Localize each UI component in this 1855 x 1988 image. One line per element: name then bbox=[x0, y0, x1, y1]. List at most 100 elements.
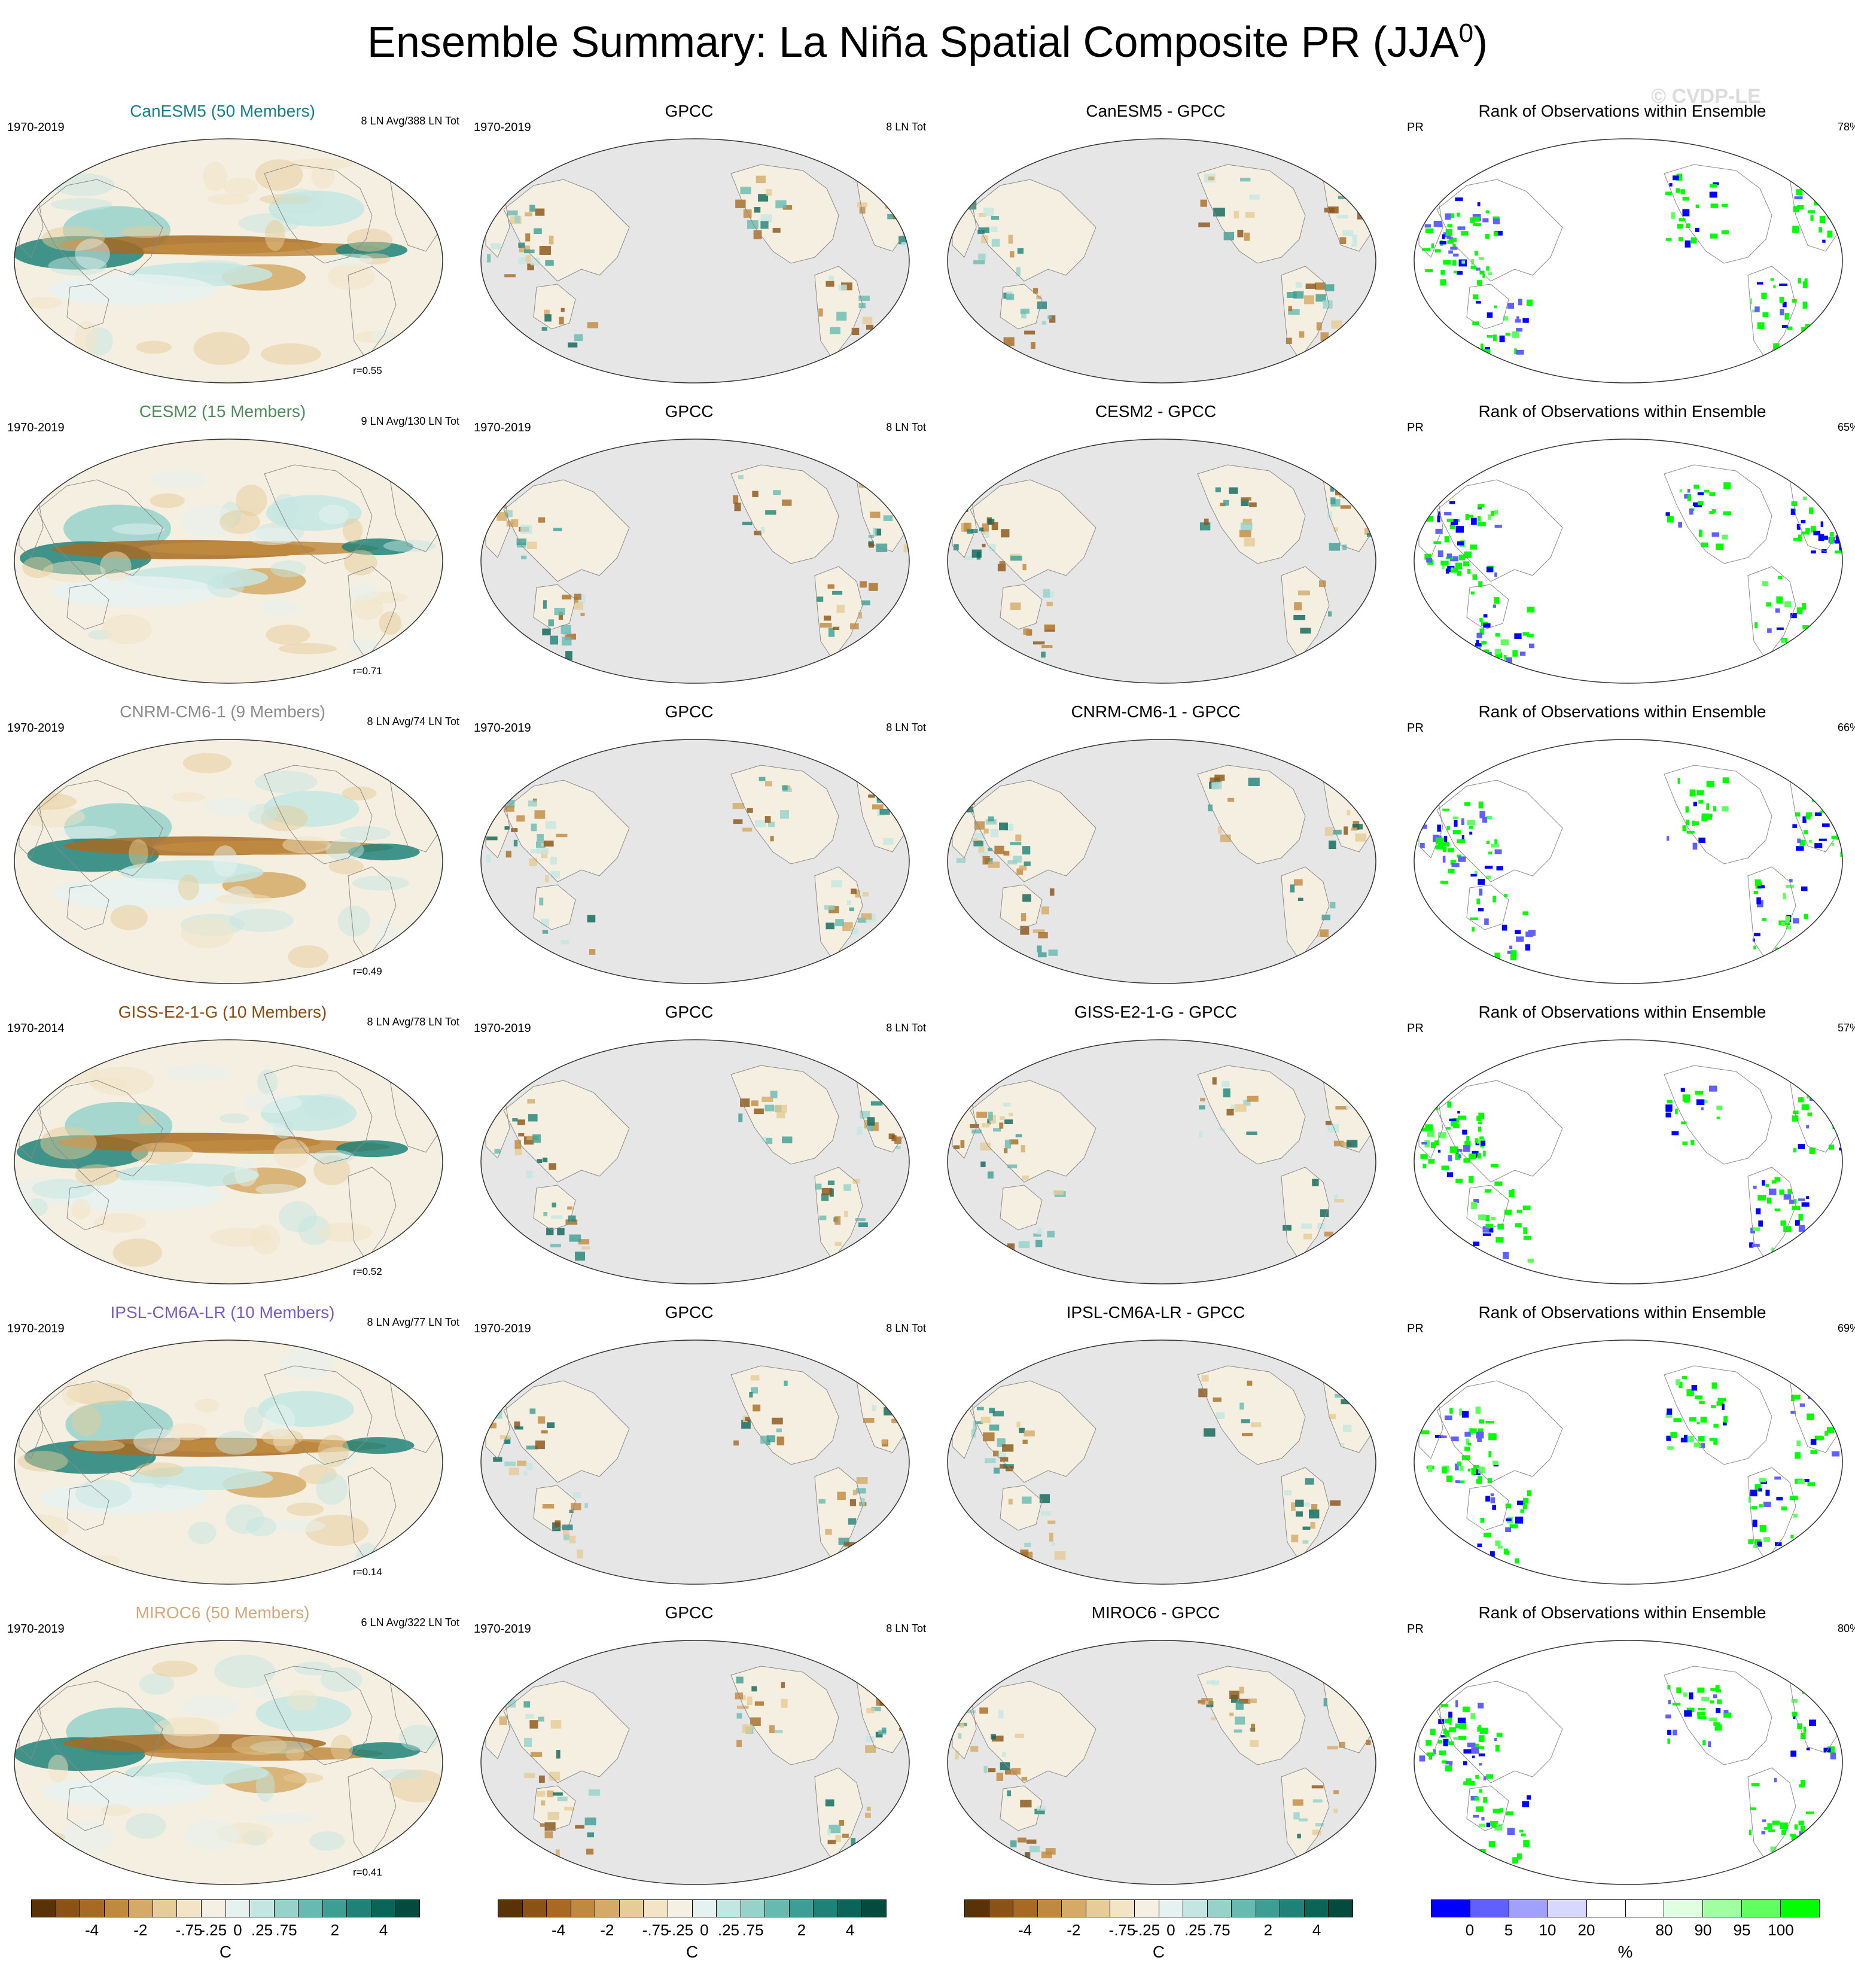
rank-percent: 78% bbox=[1837, 121, 1855, 133]
diff-panel: CNRM-CM6-1 - GPCC bbox=[940, 702, 1395, 1001]
period-label: 1970-2019 bbox=[474, 721, 531, 735]
colorbar-swatch bbox=[571, 1900, 596, 1917]
difference-title: MIROC6 - GPCC bbox=[1091, 1603, 1220, 1622]
colorbar-swatch bbox=[741, 1900, 766, 1917]
period-label: 1970-2019 bbox=[7, 421, 65, 434]
rank-panel: Rank of Observations within Ensemble PR 69… bbox=[1407, 1303, 1855, 1602]
obs-panel: GPCC 1970-2019 8 LN Tot bbox=[474, 1303, 928, 1602]
colorbar-swatch bbox=[1110, 1900, 1135, 1917]
obs-composite-map bbox=[480, 739, 910, 984]
rank-percent: 80% bbox=[1837, 1622, 1855, 1634]
variable-label: PR bbox=[1407, 1022, 1424, 1035]
model-title: IPSL-CM6A-LR (10 Members) bbox=[110, 1303, 335, 1322]
pattern-correlation: r=0.41 bbox=[353, 1867, 382, 1878]
model-composite-map bbox=[14, 138, 443, 383]
model-composite-map bbox=[14, 739, 443, 984]
colorbar-swatch bbox=[814, 1900, 838, 1917]
rank-title: Rank of Observations within Ensemble bbox=[1478, 1603, 1766, 1622]
rank-map bbox=[1414, 1339, 1843, 1585]
colorbar-swatch bbox=[298, 1900, 323, 1917]
model-composite-map bbox=[14, 439, 443, 684]
colorbar-unit: % bbox=[1618, 1943, 1633, 1961]
la-nina-count: 8 LN Tot bbox=[886, 1622, 926, 1634]
colorbar-swatch bbox=[226, 1900, 251, 1917]
colorbar-tick-label: -2 bbox=[600, 1921, 614, 1939]
colorbar-swatch bbox=[522, 1900, 547, 1917]
colorbar-swatch bbox=[250, 1900, 275, 1917]
colorbar-swatch bbox=[965, 1900, 989, 1917]
la-nina-count: 8 LN Avg/77 LN Tot bbox=[367, 1316, 459, 1328]
model-panel: CNRM-CM6-1 (9 Members) 1970-2019 8 LN Avg/… bbox=[7, 702, 462, 1001]
colorbar-swatch bbox=[1781, 1900, 1820, 1917]
colorbar-tick-label: -4 bbox=[1018, 1921, 1032, 1939]
watermark: © CVDP-LE bbox=[1651, 85, 1761, 108]
rank-map bbox=[1414, 439, 1843, 684]
colorbar-swatch bbox=[1329, 1900, 1353, 1917]
difference-map bbox=[947, 1640, 1376, 1885]
colorbar-unit: C bbox=[219, 1943, 232, 1961]
rank-map bbox=[1414, 739, 1843, 984]
rank-map bbox=[1414, 1640, 1843, 1885]
colorbar-tick-label: -.25 bbox=[1133, 1921, 1160, 1939]
period-label: 1970-2019 bbox=[474, 1022, 531, 1035]
rank-percent: 57% bbox=[1837, 1022, 1855, 1034]
colorbar-swatch bbox=[1086, 1900, 1111, 1917]
colorbar-tick-label: 10 bbox=[1539, 1921, 1557, 1939]
colorbar-tick-label: 2 bbox=[1263, 1921, 1273, 1939]
obs-composite-map bbox=[480, 1640, 910, 1885]
difference-title: IPSL-CM6A-LR - GPCC bbox=[1066, 1303, 1245, 1322]
period-label: 1970-2019 bbox=[474, 1622, 531, 1636]
colorbar-swatch bbox=[1232, 1900, 1256, 1917]
period-label: 1970-2019 bbox=[7, 721, 65, 735]
pattern-correlation: r=0.14 bbox=[353, 1566, 382, 1578]
obs-panel: GPCC 1970-2019 8 LN Tot bbox=[474, 702, 928, 1001]
colorbar-swatch bbox=[153, 1900, 178, 1917]
variable-label: PR bbox=[1407, 1622, 1424, 1636]
pattern-correlation: r=0.71 bbox=[353, 665, 382, 677]
obs-panel: GPCC 1970-2019 8 LN Tot bbox=[474, 102, 928, 401]
obs-title: GPCC bbox=[665, 1003, 714, 1021]
colorbar-tick-label: 20 bbox=[1577, 1921, 1595, 1939]
precip-colorbar: -4 -2 -.75 -.25 0 .25.75 2 4 C bbox=[31, 1899, 426, 1971]
colorbar-tick-label: 100 bbox=[1768, 1921, 1794, 1939]
colorbar-tick-label: .25 bbox=[717, 1921, 740, 1939]
difference-map bbox=[947, 739, 1376, 984]
colorbar-swatch bbox=[837, 1900, 863, 1917]
obs-composite-map bbox=[480, 1039, 910, 1284]
rank-panel: Rank of Observations within Ensemble PR 57… bbox=[1407, 1003, 1855, 1302]
model-title: CanESM5 (50 Members) bbox=[130, 102, 315, 120]
rank-title: Rank of Observations within Ensemble bbox=[1478, 1303, 1766, 1322]
colorbar-tick-label: .75 bbox=[275, 1921, 297, 1939]
colorbar-swatch bbox=[56, 1900, 81, 1917]
colorbar-tick-label: .25 bbox=[251, 1921, 273, 1939]
period-label: 1970-2019 bbox=[474, 121, 531, 134]
colorbar-tick-label: -2 bbox=[1067, 1921, 1081, 1939]
difference-title: CESM2 - GPCC bbox=[1095, 402, 1217, 421]
colorbar-swatch bbox=[1470, 1900, 1509, 1917]
colorbar-tick-label: .75 bbox=[1208, 1921, 1230, 1939]
rank-panel: Rank of Observations within Ensemble PR 80… bbox=[1407, 1603, 1855, 1902]
colorbar-tick-label: 2 bbox=[330, 1921, 340, 1939]
colorbar-swatch bbox=[1548, 1900, 1587, 1917]
colorbar-swatch bbox=[1037, 1900, 1062, 1917]
colorbar-swatch bbox=[498, 1900, 523, 1917]
colorbar-tick-label: .75 bbox=[742, 1921, 764, 1939]
colorbar-tick-label: -.75 bbox=[1108, 1921, 1136, 1939]
colorbar-swatch bbox=[595, 1900, 620, 1917]
period-label: 1970-2019 bbox=[7, 1622, 65, 1636]
colorbar-swatch bbox=[1062, 1900, 1086, 1917]
colorbar-tick-label: -4 bbox=[552, 1921, 566, 1939]
obs-title: GPCC bbox=[665, 1303, 714, 1322]
model-title: CNRM-CM6-1 (9 Members) bbox=[120, 702, 325, 721]
colorbar-swatch bbox=[1664, 1900, 1704, 1917]
rank-panel: Rank of Observations within Ensemble PR 65… bbox=[1407, 402, 1855, 701]
colorbar-swatch bbox=[1134, 1900, 1159, 1917]
rank-title: Rank of Observations within Ensemble bbox=[1478, 402, 1766, 421]
colorbar-swatch bbox=[619, 1900, 644, 1917]
obs-panel: GPCC 1970-2019 8 LN Tot bbox=[474, 1003, 928, 1302]
colorbar-tick-label: 4 bbox=[1312, 1921, 1321, 1939]
colorbar-swatch bbox=[1159, 1900, 1184, 1917]
colorbar-swatch bbox=[80, 1900, 105, 1917]
colorbar-swatch bbox=[547, 1900, 571, 1917]
variable-label: PR bbox=[1407, 1322, 1424, 1335]
